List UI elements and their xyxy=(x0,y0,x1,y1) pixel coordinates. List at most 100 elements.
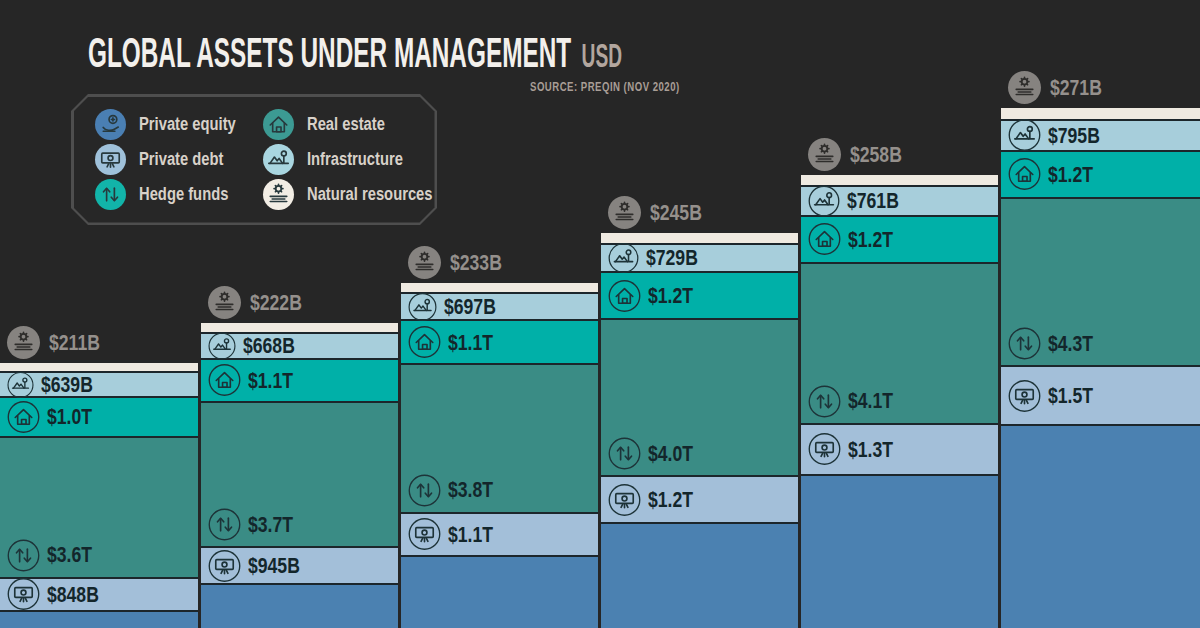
infographic-canvas: GLOBAL ASSETS UNDER MANAGEMENTUSD SOURCE… xyxy=(0,0,1200,628)
segment-label: $697B xyxy=(408,292,509,321)
segment-private-debt: $945B xyxy=(201,546,398,583)
bar-column: $761B $1.2T $4.1T $1.3T xyxy=(801,175,998,628)
gear-field-icon xyxy=(7,326,40,359)
segment-label: $4.1T xyxy=(808,385,904,418)
segment-label: $795B xyxy=(1008,119,1113,152)
segment-label: $4.0T xyxy=(608,437,704,470)
segment-value: $945B xyxy=(248,553,313,579)
segment-label: $1.2T xyxy=(608,483,704,516)
natural-resources-value-label: $222B xyxy=(208,286,315,319)
gear-field-icon xyxy=(408,246,441,279)
segment-private-debt: $848B xyxy=(0,577,198,610)
bar-column: $795B $1.2T $4.3T $1.5T xyxy=(1001,108,1200,628)
mountain-pin-icon xyxy=(408,292,437,321)
segment-label: $1.1T xyxy=(408,326,504,359)
natural-resources-value-label: $245B xyxy=(608,196,715,229)
mountain-pin-icon xyxy=(808,185,840,217)
gear-field-icon xyxy=(7,326,40,359)
segment-label: $761B xyxy=(808,185,912,217)
segment-label: $729B xyxy=(608,242,711,273)
segment-real-estate: $1.1T xyxy=(401,319,598,362)
segment-label: $4.3T xyxy=(1008,327,1104,360)
segment-label: $1.1T xyxy=(408,518,504,551)
house-icon xyxy=(808,223,841,256)
segment-value: $1.2T xyxy=(1048,161,1104,187)
segment-label: $3.6T xyxy=(7,539,103,572)
segment-value: $3.7T xyxy=(248,512,304,538)
segment-infrastructure: $639B xyxy=(0,371,198,396)
house-icon xyxy=(608,279,641,312)
segment-value: $271B xyxy=(1050,75,1115,101)
segment-value: $3.8T xyxy=(448,477,504,503)
segment-value: $4.3T xyxy=(1048,331,1104,357)
segment-value: $258B xyxy=(850,142,915,168)
gear-field-icon xyxy=(608,196,641,229)
segment-infrastructure: $761B xyxy=(801,185,998,215)
segment-label: $668B xyxy=(208,332,308,360)
natural-resources-value-label: $211B xyxy=(7,326,113,359)
updown-arrows-icon xyxy=(208,508,241,541)
segment-value: $233B xyxy=(450,250,515,276)
segment-infrastructure: $668B xyxy=(201,332,398,358)
segment-real-estate: $1.2T xyxy=(1001,150,1200,197)
mountain-pin-icon xyxy=(208,332,236,360)
segment-private-debt: $1.1T xyxy=(401,512,598,555)
banknote-icon xyxy=(208,549,241,582)
segment-value: $3.6T xyxy=(47,542,103,568)
segment-value: $639B xyxy=(41,372,106,398)
gear-field-icon xyxy=(408,246,441,279)
banknote-icon xyxy=(608,483,641,516)
segment-hedge-funds: $3.8T xyxy=(401,363,598,512)
updown-arrows-icon xyxy=(7,539,40,572)
segment-label: $1.2T xyxy=(608,279,704,312)
segment-label: $1.3T xyxy=(808,433,904,466)
segment-value: $697B xyxy=(444,294,509,320)
segment-value: $4.1T xyxy=(848,388,904,414)
segment-hedge-funds: $3.7T xyxy=(201,401,398,546)
mountain-pin-icon xyxy=(1008,119,1041,152)
house-icon xyxy=(408,326,441,359)
segment-value: $1.0T xyxy=(47,404,103,430)
mountain-pin-icon xyxy=(608,242,639,273)
segment-hedge-funds: $4.3T xyxy=(1001,197,1200,366)
segment-value: $795B xyxy=(1048,122,1113,148)
natural-resources-value-label: $258B xyxy=(808,138,915,171)
gear-field-icon xyxy=(808,138,841,171)
gear-field-icon xyxy=(1008,71,1041,104)
segment-infrastructure: $795B xyxy=(1001,119,1200,150)
segment-value: $729B xyxy=(646,245,711,271)
segment-value: $1.5T xyxy=(1048,383,1104,409)
gear-field-icon xyxy=(208,286,241,319)
natural-resources-value-label: $271B xyxy=(1008,71,1115,104)
segment-private-debt: $1.3T xyxy=(801,423,998,474)
segment-label: $3.8T xyxy=(408,474,504,507)
banknote-icon xyxy=(408,518,441,551)
segment-label: $945B xyxy=(208,549,313,582)
house-icon xyxy=(208,364,241,397)
segment-value: $1.1T xyxy=(448,521,504,547)
segment-label: $1.2T xyxy=(808,223,904,256)
segment-private-equity xyxy=(201,583,398,628)
banknote-icon xyxy=(808,433,841,466)
segment-value: $1.1T xyxy=(248,367,304,393)
segment-private-equity xyxy=(801,474,998,628)
segment-infrastructure: $697B xyxy=(401,292,598,319)
bar-column: $697B $1.1T $3.8T $1.1T xyxy=(401,283,598,628)
segment-value: $1.2T xyxy=(648,487,704,513)
segment-infrastructure: $729B xyxy=(601,243,798,272)
segment-natural-resources xyxy=(0,363,198,371)
segment-natural-resources xyxy=(201,323,398,332)
segment-value: $1.2T xyxy=(648,283,704,309)
segment-label: $1.2T xyxy=(1008,158,1104,191)
gear-field-icon xyxy=(608,196,641,229)
segment-private-equity xyxy=(601,522,798,628)
segment-natural-resources xyxy=(1001,108,1200,119)
natural-resources-value-label: $233B xyxy=(408,246,515,279)
segment-real-estate: $1.2T xyxy=(801,215,998,262)
segment-label: $848B xyxy=(7,578,112,611)
segment-label: $3.7T xyxy=(208,508,304,541)
segment-label: $1.1T xyxy=(208,364,304,397)
updown-arrows-icon xyxy=(608,437,641,470)
segment-value: $1.1T xyxy=(448,329,504,355)
updown-arrows-icon xyxy=(1008,327,1041,360)
